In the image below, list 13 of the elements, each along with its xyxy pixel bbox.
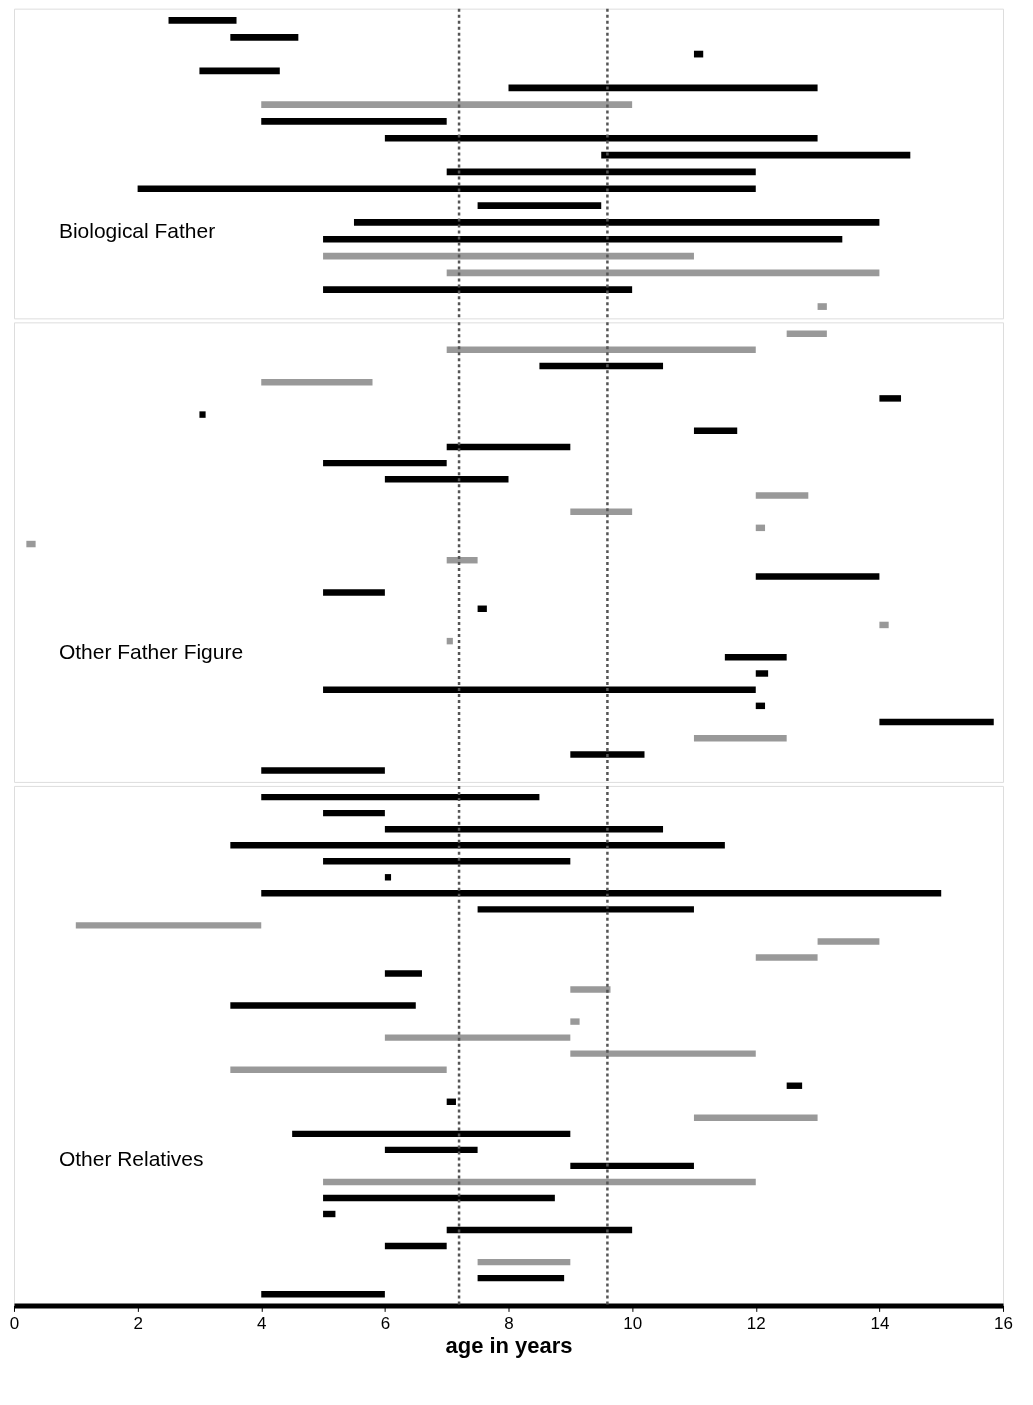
x-tick-label: 8 <box>504 1313 514 1333</box>
x-tick-label: 14 <box>870 1313 890 1333</box>
x-tick-label: 10 <box>623 1313 643 1333</box>
x-tick-label: 12 <box>746 1313 766 1333</box>
annotation: Biological Father <box>58 218 216 242</box>
x-tick-label: 0 <box>9 1313 20 1333</box>
x-tick-label: 2 <box>133 1313 143 1333</box>
x-tick-label: 6 <box>380 1313 391 1333</box>
x-axis-title: age in years <box>445 1332 573 1358</box>
x-tick-label: 4 <box>257 1313 267 1333</box>
annotation: Other Father Figure <box>58 640 244 664</box>
annotation: Other Relatives <box>58 1146 204 1170</box>
x-tick-label: 16 <box>994 1313 1013 1333</box>
